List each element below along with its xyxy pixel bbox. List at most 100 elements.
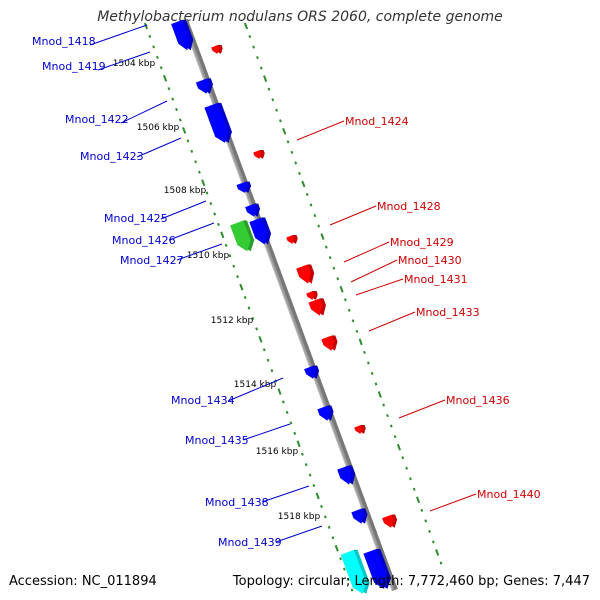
tick-mark-right (377, 391, 382, 398)
tick-mark-left (293, 431, 297, 435)
tick-mark-right (259, 66, 263, 70)
trna-gene-face (340, 549, 367, 594)
minus-strand-gene-face (249, 217, 268, 245)
tick-mark-right (290, 150, 294, 154)
tick-mark-right (382, 403, 386, 407)
tick-mark-left (156, 55, 159, 59)
gene-label-connector (350, 259, 398, 283)
gene-label-connector (89, 24, 148, 46)
tick-mark-right (267, 87, 271, 91)
minus-strand-gene-face (351, 508, 364, 524)
tick-mark-left (285, 410, 289, 415)
tick-mark-right (305, 192, 309, 197)
gene-label-connector (368, 311, 416, 332)
tick-mark-right (416, 496, 421, 504)
minus-strand-gene (195, 78, 213, 94)
minus-strand-gene (204, 102, 232, 143)
tick-mark-left (159, 66, 163, 70)
minus-strand-gene-face (204, 102, 229, 143)
tick-mark-right (439, 561, 443, 565)
tick-mark-left (339, 557, 342, 561)
tick-mark-right (275, 108, 278, 112)
minus-strand-gene (363, 548, 391, 589)
scale-label: 1512 kbp (211, 316, 254, 326)
rrna-gene-face (230, 220, 251, 252)
minus-strand-gene (249, 217, 271, 245)
plus-strand-gene (286, 235, 298, 244)
tick-mark-left (224, 243, 228, 247)
tick-mark-left (171, 97, 175, 101)
tick-mark-right (328, 256, 332, 260)
tick-mark-right (351, 319, 355, 323)
gene-label-connector (343, 241, 390, 263)
tick-mark-left (182, 127, 187, 134)
tick-mark-left (213, 212, 217, 216)
tick-mark-right (279, 119, 282, 123)
plus-strand-gene-face (382, 514, 394, 528)
scale-label: 1506 kbp (137, 123, 180, 133)
tick-mark-left (198, 170, 201, 174)
tick-mark-right (313, 213, 317, 218)
plus-strand-gene (306, 291, 318, 300)
gene-label-connector (120, 100, 168, 124)
tick-mark-right (252, 45, 256, 49)
tick-mark-right (344, 298, 347, 302)
tick-mark-left (342, 567, 346, 571)
gene-label-connector (261, 485, 310, 503)
gene-label-connector (136, 137, 182, 158)
tick-mark-left (175, 107, 178, 112)
gene-label-minus: Mnod_1419 (42, 60, 106, 73)
tick-mark-left (163, 74, 168, 82)
plus-strand-gene-face (354, 425, 363, 434)
minus-strand-gene (171, 19, 194, 51)
plus-strand-gene (253, 150, 265, 159)
scale-label: 1516 kbp (256, 447, 299, 457)
plus-strand-gene-face (308, 298, 323, 316)
tick-mark-right (374, 382, 378, 386)
plus-strand-gene-face (296, 264, 311, 284)
minus-strand-gene-face (236, 181, 248, 193)
tick-mark-right (309, 203, 313, 207)
tick-mark-left (281, 400, 285, 404)
gene-label-plus: Mnod_1428 (377, 200, 441, 213)
plus-strand-gene-face (286, 235, 295, 244)
tick-mark-left (304, 463, 308, 467)
tick-mark-left (258, 335, 263, 343)
plus-strand-gene (211, 45, 223, 54)
tick-mark-right (301, 180, 306, 188)
tick-mark-right (271, 98, 275, 102)
genome-summary-text: Topology: circular; Length: 7,772,460 bp… (232, 574, 590, 589)
tick-mark-left (217, 222, 220, 227)
gene-label-connector (329, 205, 377, 226)
minus-strand-gene-face (337, 465, 352, 485)
tick-mark-right (294, 161, 298, 165)
tick-mark-right (347, 308, 351, 312)
minus-strand-gene-face (195, 78, 210, 94)
tick-mark-left (270, 369, 274, 373)
tick-mark-left (143, 22, 149, 30)
tick-mark-left (301, 452, 304, 456)
tick-mark-left (178, 118, 182, 122)
tick-mark-left (315, 492, 320, 500)
tick-mark-right (420, 508, 424, 512)
tick-mark-right (243, 22, 249, 30)
scale-label: 1518 kbp (278, 512, 321, 522)
minus-strand-gene (317, 405, 334, 421)
gene-label-minus: Mnod_1425 (104, 212, 168, 225)
gene-label-connector (242, 423, 291, 441)
gene-label-connector (97, 51, 151, 71)
tick-mark-right (412, 487, 416, 491)
gene-label-minus: Mnod_1435 (185, 434, 249, 447)
tick-mark-left (148, 34, 152, 39)
tick-mark-left (296, 440, 301, 448)
tick-mark-right (298, 171, 301, 175)
tick-mark-left (205, 191, 209, 195)
tick-mark-left (201, 179, 206, 187)
tick-mark-right (286, 140, 290, 144)
gene-label-connector (296, 120, 345, 141)
plus-strand-gene-face (306, 291, 315, 300)
minus-strand-gene (351, 508, 368, 524)
tick-mark-left (209, 201, 213, 206)
